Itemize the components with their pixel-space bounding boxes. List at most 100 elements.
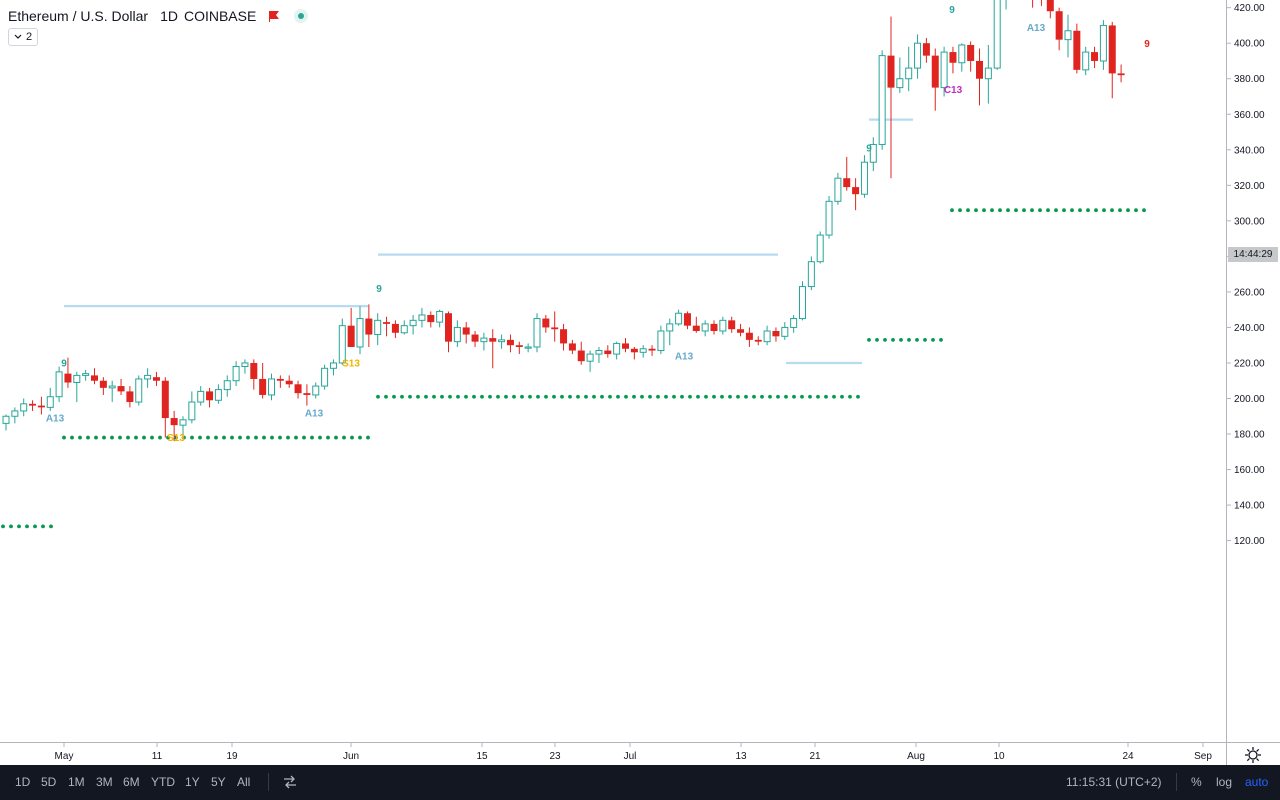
candle-body [356, 318, 364, 348]
candle [869, 137, 877, 172]
support-dot [1046, 208, 1050, 213]
candle [595, 346, 603, 363]
support-dot [262, 435, 266, 440]
candle [1082, 46, 1090, 76]
percent-toggle[interactable]: % [1191, 775, 1202, 789]
candle-body [754, 339, 762, 342]
candle [931, 48, 939, 111]
range-6m-button[interactable]: 6M [123, 775, 140, 789]
candle [498, 334, 506, 349]
support-dot [974, 208, 978, 213]
candle [577, 341, 585, 365]
candle [126, 386, 134, 408]
support-dot [190, 435, 194, 440]
log-toggle[interactable]: log [1216, 775, 1233, 789]
indicators-toggle[interactable]: 2 [8, 28, 39, 46]
support-dot [672, 394, 676, 399]
price-tick-label: 300.00 [1234, 216, 1265, 227]
time-tick-label: 19 [226, 751, 238, 762]
symbol-name[interactable]: Ethereum / U.S. Dollar [8, 8, 149, 24]
time-tick-label: 11 [152, 751, 163, 762]
auto-toggle[interactable]: auto [1245, 775, 1269, 789]
candle-body [1064, 30, 1072, 41]
candle [834, 172, 842, 205]
range-3m-button[interactable]: 3M [96, 775, 113, 789]
candle-body [1055, 11, 1063, 40]
candle-body [223, 380, 231, 391]
range-1d-button[interactable]: 1D [15, 775, 31, 789]
support-dot [840, 394, 844, 399]
candle-body [568, 343, 576, 351]
support-dot [512, 394, 516, 399]
candle [852, 178, 860, 211]
support-dot [950, 208, 954, 213]
support-dot [528, 394, 532, 399]
candle-body [825, 200, 833, 236]
candle-body [365, 318, 373, 335]
time-axis[interactable]: May 11 19 Jun 15 23 Jul 13 21 Aug 10 24 Sep [55, 742, 1213, 762]
support-dot [17, 524, 21, 529]
candle-body [551, 327, 559, 330]
candle [825, 195, 833, 239]
candle [940, 46, 948, 97]
support-dot [134, 435, 138, 440]
candle [515, 341, 523, 355]
range-ytd-button[interactable]: YTD [151, 775, 175, 789]
candle [887, 16, 895, 179]
support-dot [1070, 208, 1074, 213]
settings-gear-icon[interactable] [1244, 746, 1262, 764]
flag-icon[interactable] [268, 10, 280, 22]
range-all-button[interactable]: All [237, 775, 251, 789]
td-label: A13 [1027, 23, 1046, 34]
range-5y-button[interactable]: 5Y [211, 775, 226, 789]
candle [259, 362, 267, 399]
candle [471, 330, 479, 347]
symbol-header[interactable]: Ethereum / U.S. Dollar 1D COINBASE [8, 6, 309, 26]
support-dot [592, 394, 596, 399]
candle [462, 322, 470, 344]
candle-body [232, 366, 240, 382]
support-dot [86, 435, 90, 440]
candle [250, 359, 258, 390]
td-label: 9 [376, 284, 382, 295]
support-dot [496, 394, 500, 399]
candle [188, 391, 196, 424]
support-dot [440, 394, 444, 399]
candle [604, 345, 612, 358]
candle-body [409, 319, 417, 327]
goto-date-icon[interactable] [282, 774, 298, 790]
candle-body [613, 342, 621, 355]
td-label: 9 [949, 5, 955, 16]
time-tick-label: May [55, 751, 74, 762]
interval-label[interactable]: 1D [160, 8, 178, 24]
clock-display[interactable]: 11:15:31 (UTC+2) [1066, 775, 1162, 789]
candle-body [445, 313, 452, 342]
support-dot [400, 394, 404, 399]
candle-body [976, 60, 983, 79]
price-tick-label: 200.00 [1234, 394, 1265, 405]
candle [170, 410, 178, 442]
support-dot [712, 394, 716, 399]
candle-body [374, 319, 382, 336]
candle [993, 0, 1001, 70]
time-tick-label: 23 [549, 751, 561, 762]
candle-body [533, 318, 541, 348]
price-axis[interactable]: 520.00500.00480.00460.00440.00420.00400.… [1226, 0, 1265, 547]
support-dot [1078, 208, 1082, 213]
market-status-icon[interactable] [294, 9, 309, 23]
price-chart[interactable]: 9 9 9 9 9 A13 A13 A13 A13 S13 S13 C13 520.00500.004… [0, 0, 1280, 765]
support-dot [688, 394, 692, 399]
support-dot [1142, 208, 1146, 213]
candle-body [312, 385, 320, 396]
candle-body [719, 319, 727, 332]
candle [135, 375, 143, 406]
support-dot [246, 435, 250, 440]
support-dot [824, 394, 828, 399]
candle-body [197, 390, 205, 403]
support-dot [222, 435, 226, 440]
candle-body [453, 326, 461, 343]
range-1m-button[interactable]: 1M [68, 775, 85, 789]
range-1y-button[interactable]: 1Y [185, 775, 200, 789]
range-5d-button[interactable]: 5D [41, 775, 57, 789]
candle-body [657, 330, 665, 352]
